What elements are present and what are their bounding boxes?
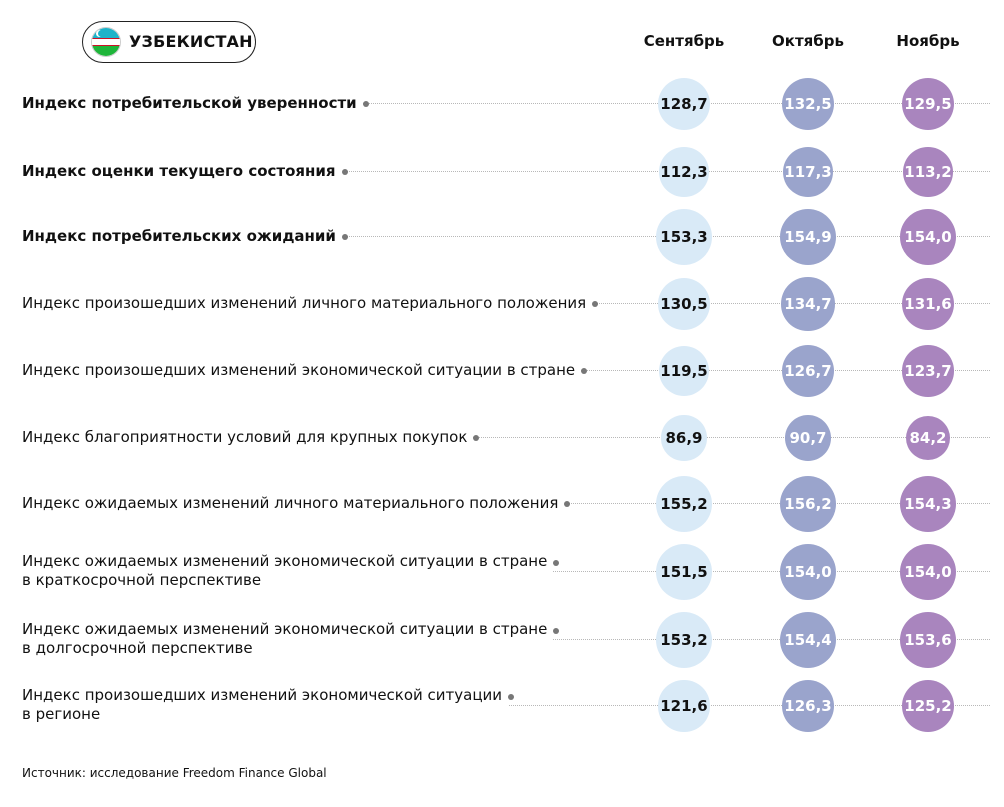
value-bubble-november: 84,2 — [905, 415, 951, 461]
row-label: Индекс ожидаемых изменений экономической… — [22, 620, 554, 658]
value-bubble-september: 130,5 — [657, 277, 711, 331]
value-bubble-september: 153,3 — [655, 208, 713, 266]
row-label: Индекс оценки текущего состояния — [22, 161, 342, 181]
value-bubble-november: 125,2 — [902, 680, 954, 732]
value-bubble-september: 121,6 — [658, 680, 710, 732]
leader-line — [24, 103, 990, 104]
value-bubble-september: 112,3 — [659, 147, 709, 197]
leader-line — [24, 236, 990, 237]
value-bubble-september: 86,9 — [661, 415, 707, 461]
value-bubble-november: 154,0 — [899, 208, 957, 266]
row-label: Индекс ожидаемых изменений экономической… — [22, 552, 554, 590]
leader-dot — [342, 169, 348, 175]
leader-dot — [564, 501, 570, 507]
row-label: Индекс ожидаемых изменений личного матер… — [22, 493, 565, 513]
value-bubble-september: 153,2 — [655, 611, 713, 669]
source-note: Источник: исследование Freedom Finance G… — [22, 766, 327, 780]
value-bubble-october: 126,3 — [782, 680, 834, 732]
country-badge: УЗБЕКИСТАН — [82, 21, 256, 63]
value-bubble-october: 154,0 — [779, 543, 837, 601]
column-header-october: Октябрь — [772, 32, 844, 50]
value-bubble-november: 123,7 — [902, 345, 954, 397]
value-bubble-november: 154,3 — [899, 475, 957, 533]
value-bubble-october: 126,7 — [782, 345, 834, 397]
value-bubble-november: 113,2 — [903, 147, 953, 197]
leader-line — [24, 437, 990, 438]
leader-dot — [592, 301, 598, 307]
column-header-november: Ноябрь — [896, 32, 960, 50]
leader-dot — [553, 627, 559, 634]
value-bubble-november: 131,6 — [901, 277, 955, 331]
row-label: Индекс произошедших изменений личного ма… — [22, 293, 593, 313]
leader-dot — [553, 559, 559, 566]
leader-dot — [473, 435, 479, 441]
value-bubble-october: 90,7 — [785, 415, 831, 461]
leader-dot — [342, 234, 348, 240]
value-bubble-september: 151,5 — [655, 543, 713, 601]
leader-dot — [581, 368, 587, 374]
column-header-september: Сентябрь — [643, 32, 725, 50]
row-label: Индекс произошедших изменений экономичес… — [22, 360, 582, 380]
value-bubble-november: 154,0 — [899, 543, 957, 601]
leader-dot — [508, 693, 514, 700]
value-bubble-october: 154,4 — [779, 611, 837, 669]
value-bubble-october: 117,3 — [782, 146, 834, 198]
value-bubble-november: 129,5 — [901, 77, 955, 131]
value-bubble-november: 153,6 — [899, 611, 957, 669]
leader-line — [24, 171, 990, 172]
row-label: Индекс потребительских ожиданий — [22, 226, 342, 246]
value-bubble-september: 128,7 — [657, 77, 711, 131]
value-bubble-october: 132,5 — [781, 77, 835, 131]
value-bubble-october: 134,7 — [781, 277, 835, 331]
value-bubble-october: 154,9 — [779, 208, 837, 266]
uzbekistan-flag-icon — [91, 27, 121, 57]
value-bubble-september: 155,2 — [655, 475, 713, 533]
value-bubble-september: 119,5 — [658, 345, 710, 397]
row-label: Индекс благоприятности условий для крупн… — [22, 427, 474, 447]
row-label: Индекс произошедших изменений экономичес… — [22, 686, 509, 724]
country-name: УЗБЕКИСТАН — [129, 32, 253, 51]
value-bubble-october: 156,2 — [779, 475, 837, 533]
leader-dot — [363, 101, 369, 107]
row-label: Индекс потребительской уверенности — [22, 93, 363, 113]
